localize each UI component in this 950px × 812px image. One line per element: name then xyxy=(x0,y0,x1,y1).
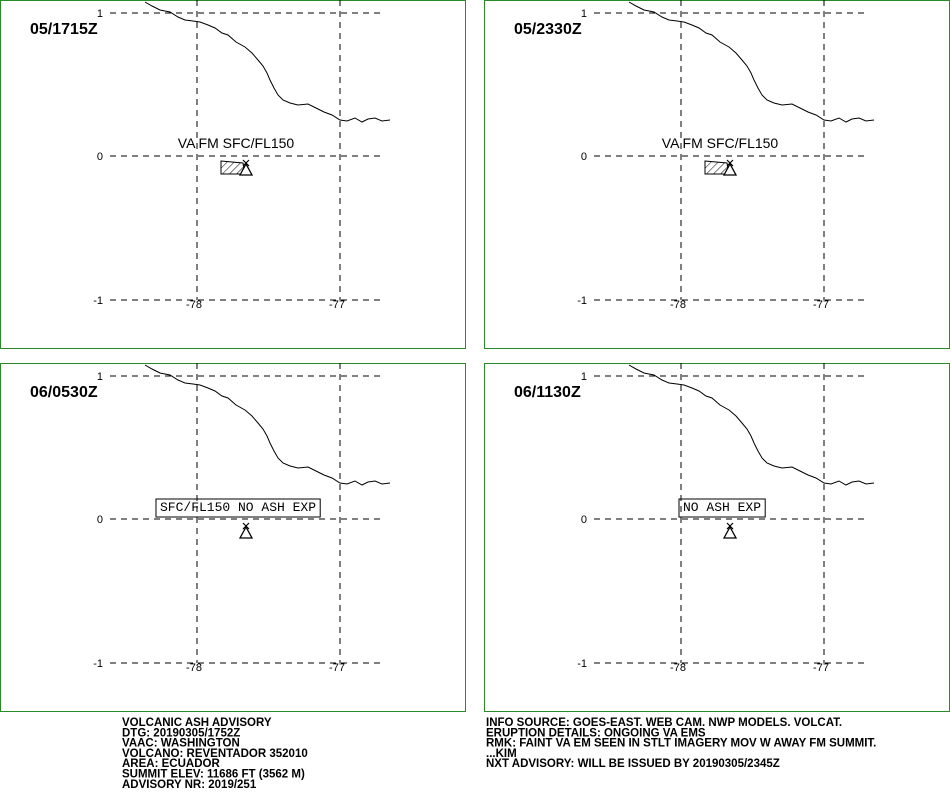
footer-line: SUMMIT ELEV: 11686 FT (3562 M) xyxy=(122,769,305,781)
valid-time: 06/0530Z xyxy=(30,384,98,401)
coastline xyxy=(144,1,391,123)
lon-label: -78 xyxy=(186,662,202,674)
ash-annotation: NO ASH EXP xyxy=(683,500,761,515)
valid-time: 05/1715Z xyxy=(30,21,98,38)
lat-label: -1 xyxy=(577,295,587,307)
ash-annotation: VA FM SFC/FL150 xyxy=(662,135,779,151)
lat-label: 0 xyxy=(581,151,587,163)
lat-label: 1 xyxy=(97,371,103,383)
lat-label: 1 xyxy=(97,8,103,20)
valid-time: 05/2330Z xyxy=(514,21,582,38)
footer-line: INFO SOURCE: GOES-EAST. WEB CAM. NWP MOD… xyxy=(486,717,842,729)
map-panel: 1 0 -1 -78 -77 06/0530Z SFC/FL150 NO ASH EXP xyxy=(0,363,466,712)
footer-line: NXT ADVISORY: WILL BE ISSUED BY 20190305… xyxy=(486,758,780,770)
coastline xyxy=(144,364,391,486)
lat-label: 1 xyxy=(581,8,587,20)
footer-line: VOLCANIC ASH ADVISORY xyxy=(122,717,272,729)
lat-label: 0 xyxy=(581,514,587,526)
valid-time: 06/1130Z xyxy=(514,384,581,401)
panel-frame xyxy=(0,0,466,349)
map-panel: 1 0 -1 -78 -77 06/1130Z NO ASH EXP xyxy=(484,363,950,712)
lat-label: 0 xyxy=(97,151,103,163)
volcano-symbol xyxy=(722,525,738,539)
volcano-eruption xyxy=(242,522,250,530)
ash-annotation: SFC/FL150 NO ASH EXP xyxy=(160,500,316,515)
volcano-eruption xyxy=(726,522,734,530)
ash-annotation: VA FM SFC/FL150 xyxy=(178,135,295,151)
annotation-box xyxy=(155,498,321,518)
map-panel: 1 0 -1 -78 -77 05/2330Z VA FM SFC/FL150 xyxy=(484,0,950,349)
volcano-eruption xyxy=(726,159,734,167)
map-panel: 1 0 -1 -78 -77 05/1715Z VA FM SFC/FL150 xyxy=(0,0,466,349)
lon-label: -78 xyxy=(670,662,686,674)
volcano-symbol xyxy=(238,525,254,539)
lon-label: -78 xyxy=(670,299,686,311)
panel-frame xyxy=(0,363,466,712)
lat-label: 0 xyxy=(97,514,103,526)
lon-label: -77 xyxy=(813,299,829,311)
footer-line: AREA: ECUADOR xyxy=(122,758,220,770)
lat-label: -1 xyxy=(93,295,103,307)
footer-line: VAAC: WASHINGTON xyxy=(122,738,240,750)
footer-line: RMK: FAINT VA EM SEEN IN STLT IMAGERY MO… xyxy=(486,738,876,750)
lat-label: -1 xyxy=(93,658,103,670)
lon-label: -77 xyxy=(329,662,345,674)
footer-line: ADVISORY NR: 2019/251 xyxy=(122,779,257,791)
lon-label: -77 xyxy=(329,299,345,311)
footer-line: VOLCANO: REVENTADOR 352010 xyxy=(122,748,308,760)
lat-label: -1 xyxy=(577,658,587,670)
volcano-symbol xyxy=(238,162,254,176)
panel-frame xyxy=(484,363,950,712)
coastline xyxy=(628,364,875,486)
footer-line: ...KIM xyxy=(486,748,517,760)
footer-line: ERUPTION DETAILS: ONGOING VA EMS xyxy=(486,727,706,739)
lon-label: -78 xyxy=(186,299,202,311)
footer-line: DTG: 20190305/1752Z xyxy=(122,727,240,739)
annotation-box xyxy=(678,498,766,518)
volcano-eruption xyxy=(242,159,250,167)
lon-label: -77 xyxy=(813,662,829,674)
volcano-symbol xyxy=(722,162,738,176)
coastline xyxy=(628,1,875,123)
lat-label: 1 xyxy=(581,371,587,383)
